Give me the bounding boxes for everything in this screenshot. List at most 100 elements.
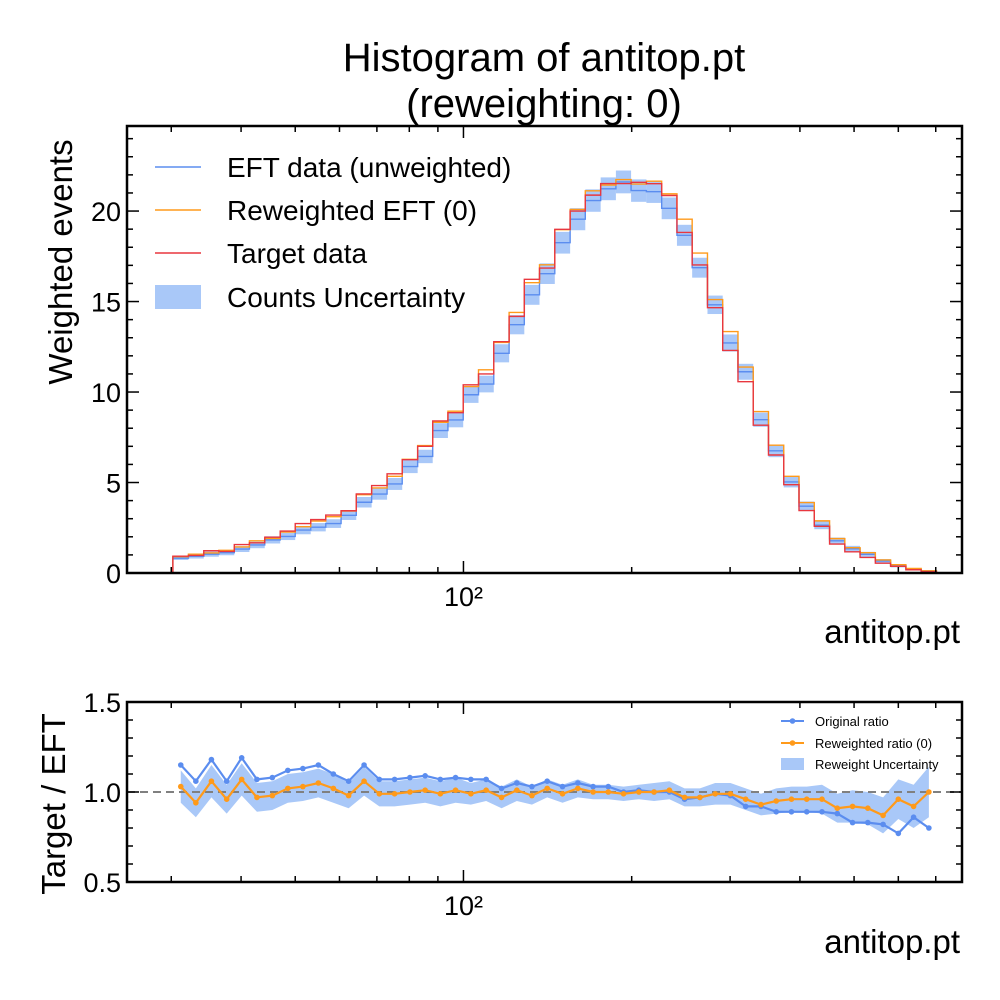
ratio-point [345,778,352,784]
ratio-point [300,783,306,790]
ratio-y-tick-label: 0.5 [83,868,121,898]
ratio-point [681,794,688,801]
ratio-point [437,791,444,797]
ratio-point [605,789,612,795]
ratio-point [315,780,322,786]
ratio-point [895,830,902,837]
ratio-point [697,794,703,801]
ratio-point [391,776,398,783]
ratio-point [529,783,535,790]
ratio-point [498,785,505,792]
ratio-point [819,796,825,802]
ratio-point [437,776,444,783]
main-y-tick-label: 15 [91,288,121,318]
ratio-point [758,801,764,808]
ratio-point [177,762,184,768]
ratio-panel: 10² 0.5 1.0 1.5 Original ratio Reweighted rat… [83,688,964,921]
ratio-point [238,755,245,761]
ratio-point [559,791,566,797]
ratio-legend-swatch-marker [789,718,796,724]
ratio-point [880,821,886,828]
ratio-point [803,796,810,802]
ratio-point [910,803,917,810]
ratio-point [223,778,230,784]
ratio-point [559,783,566,790]
legend-swatch-band [155,285,201,309]
ratio-y-tick-label: 1.5 [83,688,121,718]
ratio-point [376,776,383,783]
ratio-point [865,819,871,826]
ratio-point [834,810,841,817]
ratio-point [269,792,276,799]
ratio-point [315,762,322,768]
ratio-point [803,809,810,815]
main-x-axis-label: antitop.pt [824,613,960,650]
ratio-point [849,819,856,826]
ratio-point [636,789,642,795]
ratio-point [468,791,474,797]
ratio-point [819,809,825,815]
ratio-point [834,805,841,811]
ratio-point [880,812,886,819]
ratio-point [605,783,612,790]
main-histogram-panel: 10² 0 5 10 15 20 EFT data (unweighted) Reweight… [91,124,964,612]
ratio-point [468,776,474,783]
ratio-point [498,794,505,801]
ratio-point [330,771,337,777]
ratio-y-axis-label: Target / EFT [35,713,72,895]
ratio-point [575,785,581,792]
ratio-point [712,791,718,797]
ratio-point [391,791,398,797]
ratio-point [865,805,871,811]
main-y-tick-label: 10 [91,378,121,408]
ratio-x-tick-label: 10² [444,891,483,921]
ratio-point [590,789,596,795]
ratio-point [330,785,337,792]
ratio-point [285,785,291,792]
ratio-point [422,787,428,793]
ratio-point [361,762,367,768]
ratio-y-tick-label: 1.0 [83,778,121,808]
ratio-point [895,796,902,802]
main-frame [125,124,964,575]
ratio-point [177,783,184,790]
histogram-step-line [172,181,938,573]
ratio-point [727,791,734,797]
ratio-point [452,774,459,781]
ratio-point [926,789,932,795]
ratio-point [269,774,276,781]
ratio-point [544,778,550,784]
main-y-tick-label: 0 [106,559,121,589]
ratio-point [407,789,413,795]
ratio-point [742,803,749,810]
reweight-uncertainty-band [180,763,929,834]
ratio-point [238,776,245,783]
ratio-point [376,791,383,797]
main-y-tick-label: 5 [106,469,121,499]
legend-label: Reweighted EFT (0) [227,195,477,226]
ratio-point [422,773,428,779]
ratio-point [254,776,260,783]
ratio-legend-label: Original ratio [815,714,889,729]
legend-label: Counts Uncertainty [227,282,465,313]
ratio-point [407,774,413,781]
ratio-legend-swatch-marker [789,740,796,746]
ratio-point [514,780,520,786]
ratio-x-axis-label: antitop.pt [824,923,960,960]
ratio-point [483,787,489,793]
ratio-point [910,814,917,820]
chart-subtitle: (reweighting: 0) [406,82,682,126]
ratio-point [300,765,306,772]
ratio-legend-swatch-band [781,758,804,770]
ratio-point [620,791,627,797]
ratio-legend-label: Reweighted ratio (0) [815,736,932,751]
ratio-legend-label: Reweight Uncertainty [815,757,939,772]
ratio-point [285,767,291,774]
ratio-point [223,796,230,802]
ratio-point [849,803,856,810]
ratio-point [544,785,550,792]
ratio-point [651,789,657,795]
ratio-point [926,825,932,831]
ratio-point [452,787,459,793]
